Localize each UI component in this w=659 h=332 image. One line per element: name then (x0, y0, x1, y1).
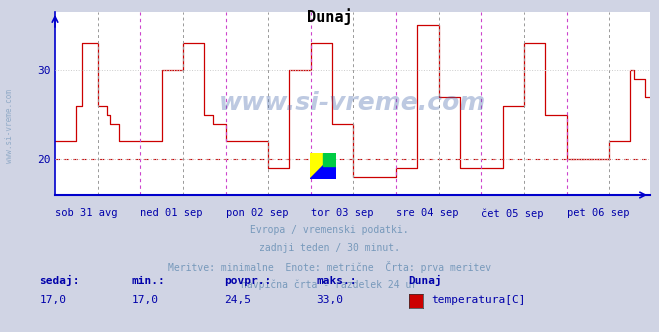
Text: Dunaj: Dunaj (409, 275, 442, 286)
Polygon shape (310, 153, 336, 179)
Text: www.si-vreme.com: www.si-vreme.com (5, 89, 14, 163)
Text: sedaj:: sedaj: (40, 275, 80, 286)
Text: sob 31 avg: sob 31 avg (55, 208, 117, 218)
Text: povpr.:: povpr.: (224, 276, 272, 286)
Text: Dunaj: Dunaj (306, 8, 353, 25)
Text: maks.:: maks.: (316, 276, 357, 286)
Text: Evropa / vremenski podatki.: Evropa / vremenski podatki. (250, 225, 409, 235)
Text: 33,0: 33,0 (316, 294, 343, 304)
Text: min.:: min.: (132, 276, 165, 286)
Polygon shape (323, 153, 336, 166)
Polygon shape (310, 153, 336, 179)
Text: sre 04 sep: sre 04 sep (396, 208, 459, 218)
Text: navpična črta - razdelek 24 ur: navpična črta - razdelek 24 ur (241, 280, 418, 290)
Text: temperatura[C]: temperatura[C] (431, 294, 525, 304)
Text: www.si-vreme.com: www.si-vreme.com (219, 92, 486, 116)
Text: zadnji teden / 30 minut.: zadnji teden / 30 minut. (259, 243, 400, 253)
Text: pet 06 sep: pet 06 sep (567, 208, 629, 218)
Text: čet 05 sep: čet 05 sep (481, 208, 544, 219)
Text: Meritve: minimalne  Enote: metrične  Črta: prva meritev: Meritve: minimalne Enote: metrične Črta:… (168, 261, 491, 273)
Text: tor 03 sep: tor 03 sep (311, 208, 373, 218)
Text: pon 02 sep: pon 02 sep (225, 208, 288, 218)
Text: 24,5: 24,5 (224, 294, 251, 304)
Text: 17,0: 17,0 (40, 294, 67, 304)
Text: ned 01 sep: ned 01 sep (140, 208, 203, 218)
Text: 17,0: 17,0 (132, 294, 159, 304)
